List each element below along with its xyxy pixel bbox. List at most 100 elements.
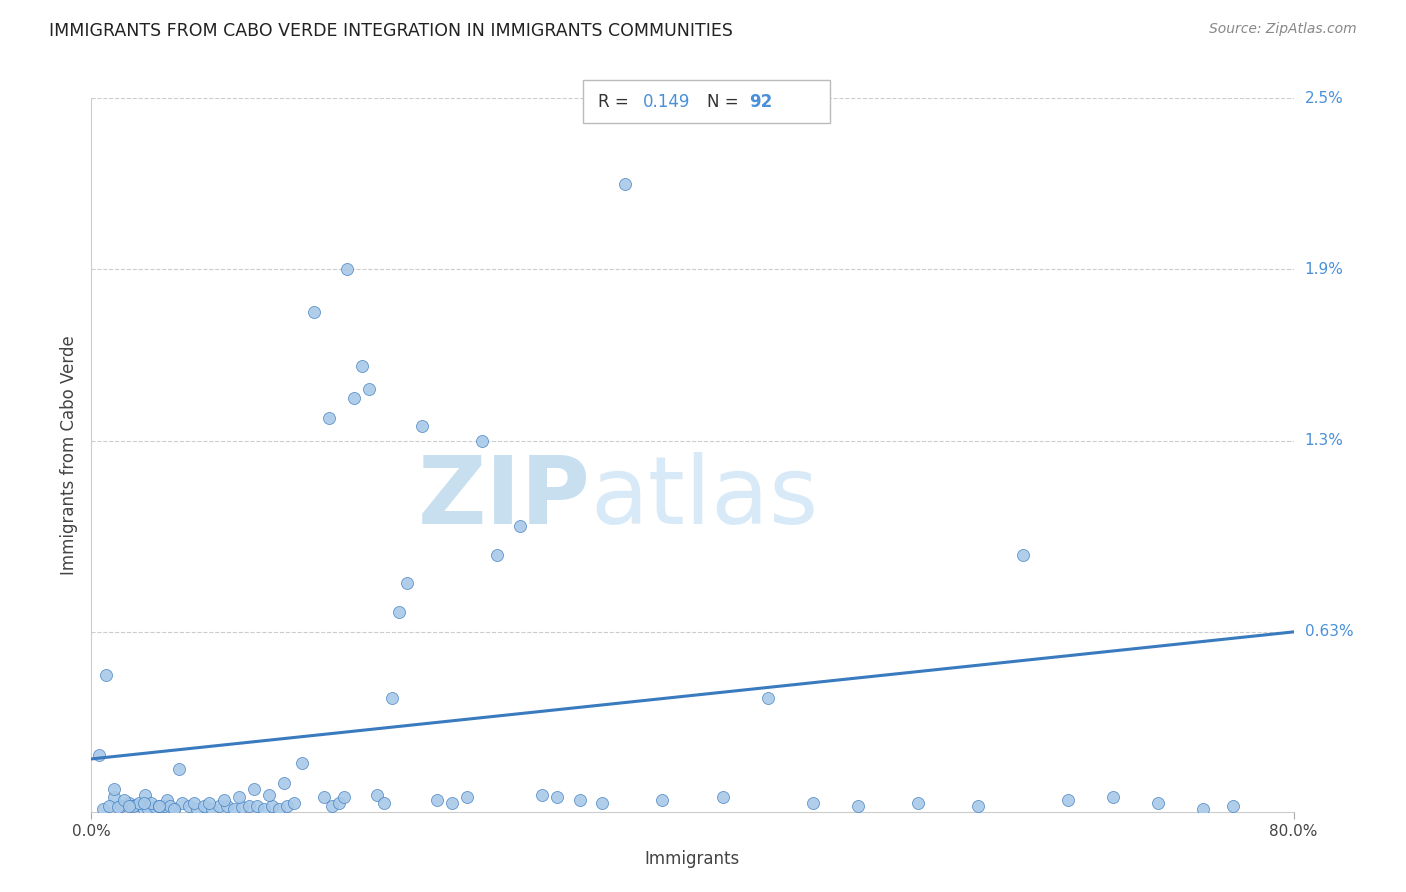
Point — [846, 799, 869, 814]
Point — [343, 391, 366, 405]
Point — [152, 799, 174, 814]
Point — [170, 796, 193, 810]
Point — [1057, 793, 1080, 807]
Point — [546, 790, 568, 805]
Point — [177, 799, 200, 814]
Point — [388, 605, 411, 619]
Point — [1222, 799, 1244, 814]
Point — [197, 796, 219, 810]
Point — [302, 305, 325, 319]
Y-axis label: Immigrants from Cabo Verde: Immigrants from Cabo Verde — [59, 335, 77, 574]
Point — [381, 690, 404, 705]
Point — [395, 576, 418, 591]
Point — [711, 790, 734, 805]
Point — [103, 790, 125, 805]
Point — [651, 793, 673, 807]
Point — [373, 796, 395, 810]
Point — [333, 790, 356, 805]
Point — [242, 781, 264, 796]
Point — [163, 802, 186, 816]
Point — [1102, 790, 1125, 805]
Text: N =: N = — [707, 93, 744, 111]
Text: IMMIGRANTS FROM CABO VERDE INTEGRATION IN IMMIGRANTS COMMUNITIES: IMMIGRANTS FROM CABO VERDE INTEGRATION I… — [49, 22, 733, 40]
Point — [87, 747, 110, 762]
Point — [273, 776, 295, 790]
Point — [238, 799, 260, 814]
Text: ZIP: ZIP — [418, 451, 591, 544]
Point — [531, 788, 554, 802]
Point — [260, 799, 283, 814]
Text: 92: 92 — [749, 93, 773, 111]
Point — [276, 799, 298, 814]
Point — [756, 690, 779, 705]
Point — [118, 796, 141, 810]
Point — [159, 799, 181, 814]
Point — [613, 177, 636, 191]
Text: 0.63%: 0.63% — [1305, 624, 1353, 640]
Text: 1.3%: 1.3% — [1305, 434, 1344, 448]
Point — [215, 799, 238, 814]
Point — [138, 802, 160, 816]
Point — [118, 799, 141, 814]
Point — [141, 796, 163, 810]
Point — [132, 796, 155, 810]
Point — [486, 548, 509, 562]
Point — [163, 802, 186, 816]
Point — [283, 796, 305, 810]
Point — [907, 796, 929, 810]
Point — [212, 793, 235, 807]
Point — [114, 793, 136, 807]
Point — [314, 790, 336, 805]
Point — [456, 790, 478, 805]
Text: 0.149: 0.149 — [643, 93, 690, 111]
Point — [155, 793, 177, 807]
Point — [143, 800, 166, 814]
Point — [110, 799, 132, 814]
Point — [103, 781, 125, 796]
Point — [132, 802, 155, 816]
Point — [186, 802, 208, 816]
Text: 2.5%: 2.5% — [1305, 91, 1343, 105]
Point — [224, 802, 246, 816]
Point — [98, 799, 121, 814]
Point — [509, 519, 531, 533]
X-axis label: Immigrants: Immigrants — [645, 850, 740, 868]
Text: R =: R = — [598, 93, 634, 111]
Point — [801, 796, 824, 810]
Point — [350, 359, 373, 374]
Point — [167, 762, 190, 776]
Point — [208, 799, 231, 814]
Text: Source: ZipAtlas.com: Source: ZipAtlas.com — [1209, 22, 1357, 37]
Point — [201, 802, 224, 816]
Point — [426, 793, 449, 807]
Text: atlas: atlas — [591, 451, 818, 544]
Point — [122, 799, 145, 814]
Point — [107, 800, 129, 814]
Point — [591, 796, 613, 810]
Point — [1192, 802, 1215, 816]
Point — [1012, 548, 1035, 562]
Point — [183, 796, 205, 810]
Point — [366, 788, 388, 802]
Point — [246, 799, 269, 814]
Point — [253, 802, 276, 816]
Point — [257, 788, 280, 802]
Text: 1.9%: 1.9% — [1305, 262, 1344, 277]
Point — [471, 434, 494, 448]
Point — [328, 796, 350, 810]
Point — [93, 802, 115, 816]
Point — [148, 799, 170, 814]
Point — [134, 788, 156, 802]
Point — [228, 790, 250, 805]
Point — [193, 799, 215, 814]
Point — [291, 756, 314, 771]
Point — [125, 797, 148, 812]
Point — [148, 799, 170, 814]
Point — [231, 800, 253, 814]
Point — [568, 793, 591, 807]
Point — [967, 799, 990, 814]
Point — [128, 796, 150, 810]
Point — [321, 799, 343, 814]
Point — [318, 410, 340, 425]
Point — [269, 802, 291, 816]
